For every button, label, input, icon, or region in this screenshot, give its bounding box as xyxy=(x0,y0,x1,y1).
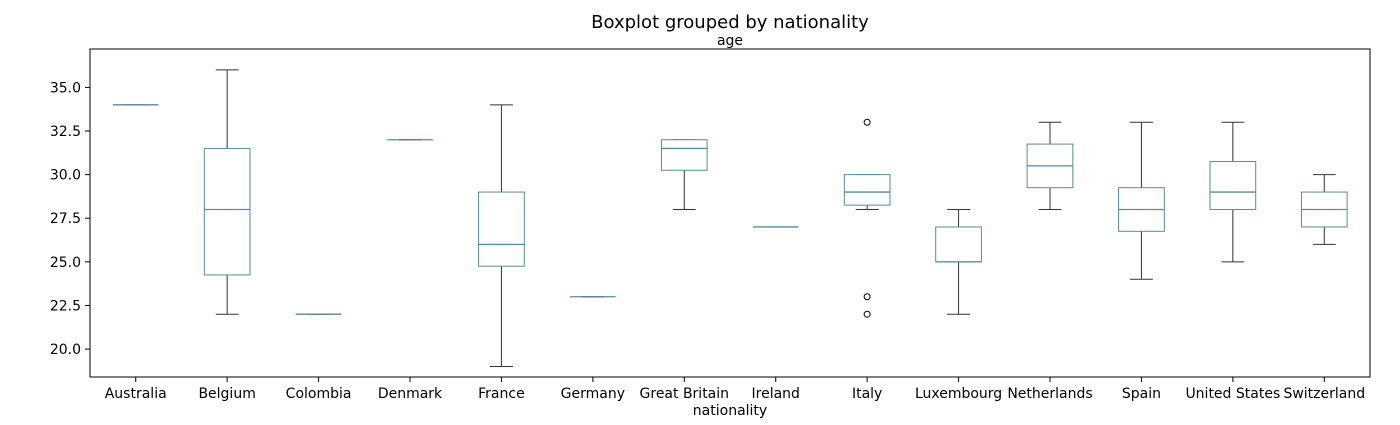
y-tick-label: 20.0 xyxy=(50,342,81,358)
x-tick-label: Luxembourg xyxy=(915,386,1002,402)
x-tick-label: Ireland xyxy=(752,386,800,402)
x-tick-label: France xyxy=(478,386,525,402)
y-tick-label: 22.5 xyxy=(50,298,81,314)
box-body xyxy=(843,174,891,206)
flier-point xyxy=(863,118,871,126)
box-body xyxy=(203,147,251,276)
box-united-states xyxy=(1209,121,1257,263)
y-tick-label: 27.5 xyxy=(50,211,81,227)
box-body xyxy=(935,226,982,263)
box-spain xyxy=(1118,121,1165,280)
box-body xyxy=(1209,161,1257,211)
x-tick-label: Great Britain xyxy=(640,386,730,402)
y-axis: 20.0 22.5 25.0 27.5 30.0 32.5 35.0 xyxy=(50,80,90,358)
chart-title: Boxplot grouped by nationality xyxy=(591,12,869,33)
x-tick-label: Netherlands xyxy=(1007,386,1092,402)
box-france xyxy=(478,104,525,368)
x-tick-label: Switzerland xyxy=(1283,386,1365,402)
y-tick-label: 30.0 xyxy=(50,168,81,184)
x-tick-label: Denmark xyxy=(378,386,443,402)
chart-subtitle: age xyxy=(717,33,743,49)
y-tick-label: 32.5 xyxy=(50,124,81,140)
x-axis: Australia Belgium Colombia Denmark France Ger… xyxy=(105,377,1365,402)
x-tick-label: Germany xyxy=(561,386,625,402)
x-tick-label: Belgium xyxy=(198,386,255,402)
x-tick-label: Colombia xyxy=(286,386,352,402)
x-tick-label: Italy xyxy=(852,386,882,402)
x-axis-label: nationality xyxy=(693,403,767,419)
box-switzerland xyxy=(1300,174,1348,245)
y-tick-label: 25.0 xyxy=(50,255,81,271)
x-tick-label: Spain xyxy=(1122,386,1161,402)
plot-area-frame xyxy=(89,48,1371,378)
flier-point xyxy=(863,310,871,318)
box-series xyxy=(112,69,1348,368)
box-belgium xyxy=(203,69,251,315)
flier-point xyxy=(863,293,871,301)
box-luxembourg xyxy=(935,209,982,315)
x-tick-label: Australia xyxy=(105,386,167,402)
box-body xyxy=(478,191,525,267)
y-tick-label: 35.0 xyxy=(50,80,81,96)
x-tick-label: United States xyxy=(1185,386,1280,402)
box-netherlands xyxy=(1026,121,1074,211)
box-body xyxy=(660,139,708,171)
box-great-britain xyxy=(660,139,708,211)
box-italy xyxy=(843,118,891,318)
